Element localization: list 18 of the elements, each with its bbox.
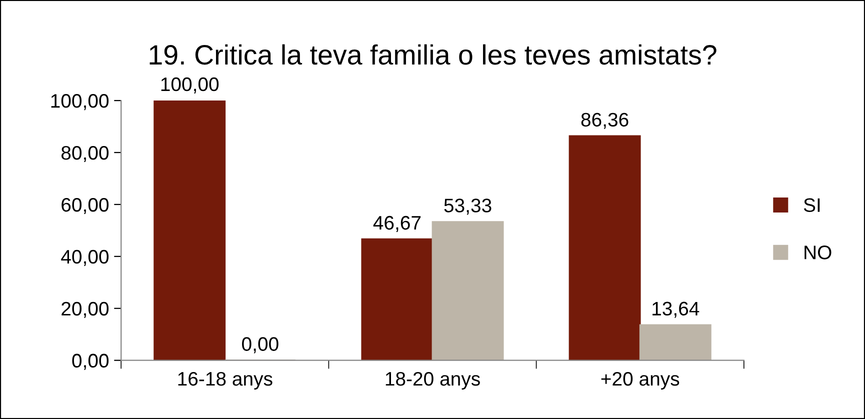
data-label: 13,64 xyxy=(652,302,700,318)
data-label: 0,00 xyxy=(242,337,278,354)
x-tick-label: 18-20 anys xyxy=(386,372,480,390)
data-label: 46,67 xyxy=(373,216,421,232)
y-tick-label: 60,00 xyxy=(62,198,109,214)
y-tick-label: 20,00 xyxy=(62,302,109,318)
data-label: 100,00 xyxy=(161,77,219,94)
y-tick-label: 80,00 xyxy=(61,146,109,162)
y-tick-label: 40,00 xyxy=(61,250,109,266)
x-tick-label: +20 anys xyxy=(601,372,680,390)
legend-label: NO xyxy=(804,246,832,260)
chart-title: 19. Critica la teva familia o les teves amistats? xyxy=(150,44,716,65)
y-tick-label: 0,00 xyxy=(72,354,109,370)
x-tick-label: 16-18 anys xyxy=(178,372,272,390)
data-label: 86,36 xyxy=(581,112,628,129)
data-label: 53,33 xyxy=(444,198,492,215)
y-tick-label: 100,00 xyxy=(51,94,109,110)
legend-label: SI xyxy=(804,198,820,212)
